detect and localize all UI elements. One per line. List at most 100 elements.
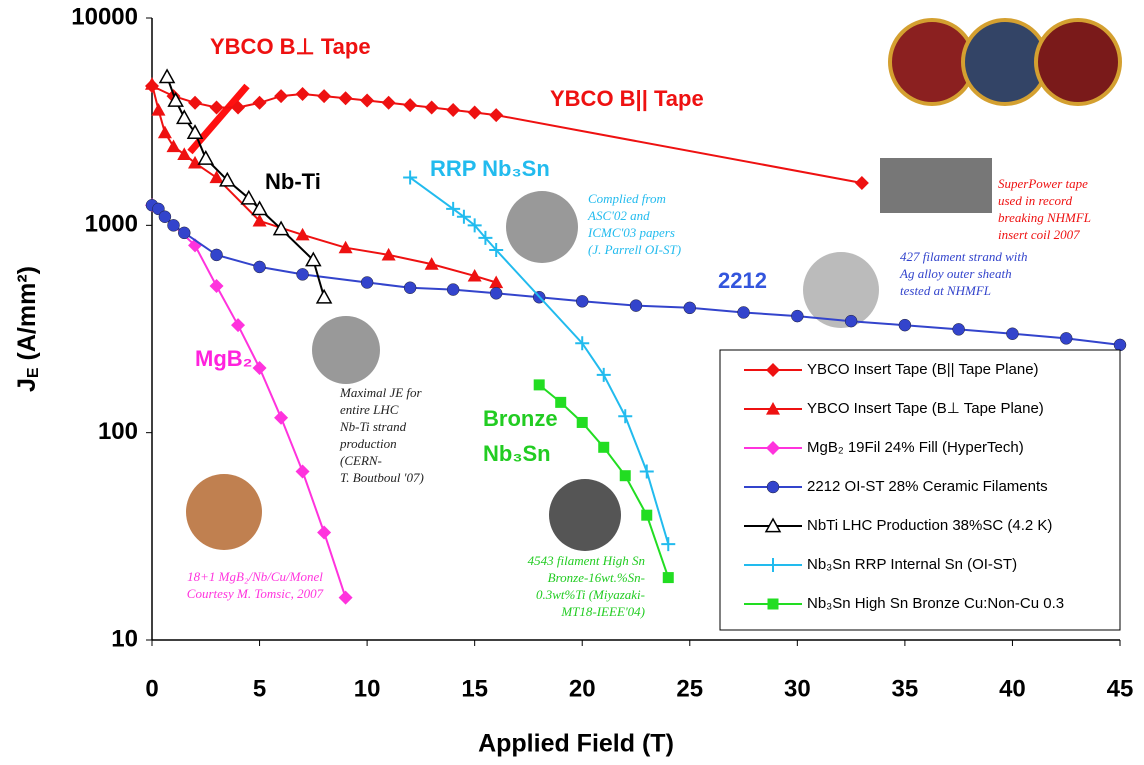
annotation: MgB₂ — [195, 346, 252, 371]
marker — [296, 268, 309, 281]
marker — [317, 525, 332, 540]
legend-label: NbTi LHC Production 38%SC (4.2 K) — [807, 517, 1052, 534]
marker — [446, 201, 461, 216]
annotation: breaking NHMFL — [998, 210, 1091, 225]
marker — [157, 125, 172, 139]
legend-label: Nb₃Sn RRP Internal Sn (OI-ST) — [807, 556, 1017, 573]
marker — [478, 230, 493, 245]
marker — [158, 210, 172, 224]
marker — [898, 318, 912, 332]
legend-box — [719, 349, 1121, 631]
y-tick-label: 10 — [111, 625, 138, 652]
annotation: ICMC'03 papers — [587, 225, 675, 240]
marker — [661, 537, 676, 552]
x-tick-label: 25 — [676, 675, 703, 702]
annotation: production — [339, 436, 397, 451]
marker — [737, 306, 750, 319]
marker — [209, 100, 224, 115]
marker — [1113, 338, 1127, 352]
marker — [575, 336, 590, 351]
marker — [575, 295, 589, 308]
marker — [274, 89, 289, 104]
marker — [317, 89, 332, 104]
marker — [295, 86, 310, 101]
marker — [166, 139, 181, 153]
marker — [576, 416, 588, 428]
y-label-rest: (A/mm²) — [13, 266, 41, 367]
annotation: Nb-Ti — [265, 169, 321, 194]
marker — [467, 218, 482, 233]
annotation: 0.3wt%Ti (Miyazaki- — [536, 587, 645, 602]
marker — [360, 93, 375, 108]
marker — [596, 367, 611, 382]
marker — [598, 441, 610, 453]
marker — [167, 219, 180, 232]
strand-image — [312, 316, 380, 384]
strand-image — [549, 479, 621, 551]
x-tick-label: 45 — [1107, 675, 1134, 702]
marker — [231, 100, 246, 115]
marker — [197, 149, 215, 165]
annotation: (CERN- — [340, 453, 382, 468]
y-label-sub: E — [25, 367, 42, 378]
annotation: entire LHC — [340, 402, 399, 417]
marker — [641, 509, 653, 521]
annotation: 4543 filament High Sn — [528, 553, 645, 568]
marker — [151, 102, 166, 116]
strand-image — [803, 252, 879, 328]
marker — [338, 91, 353, 106]
annotation: Complied from — [588, 191, 666, 206]
marker — [295, 464, 310, 479]
annotation: Ag alloy outer sheath — [899, 266, 1012, 281]
marker — [188, 155, 203, 169]
series-line — [151, 83, 497, 284]
marker — [360, 276, 374, 289]
marker — [231, 318, 246, 333]
marker — [338, 240, 353, 254]
x-tick-label: 40 — [999, 675, 1026, 702]
marker — [251, 200, 268, 216]
x-tick-label: 10 — [354, 675, 381, 702]
annotation: Nb-Ti strand — [339, 419, 407, 434]
marker — [683, 301, 697, 315]
annotation: Maximal JE for — [339, 385, 423, 400]
annotation: YBCO B|| Tape — [550, 86, 704, 111]
marker — [446, 102, 461, 117]
legend-label: YBCO Insert Tape (B|| Tape Plane) — [807, 361, 1039, 378]
annotation: 18+1 MgB₂/Nb/Cu/Monel — [187, 569, 323, 584]
legend-label: 2212 OI-ST 28% Ceramic Filaments — [807, 478, 1048, 495]
marker — [767, 598, 779, 610]
marker — [766, 363, 780, 377]
marker — [791, 309, 804, 323]
marker — [619, 470, 631, 482]
marker — [274, 410, 289, 425]
y-axis-label: JE (A/mm²) — [13, 266, 43, 392]
marker — [295, 227, 310, 241]
marker — [456, 209, 471, 224]
annotation: used in record — [998, 193, 1073, 208]
annotation: T. Boutboul '07) — [340, 470, 424, 485]
logo — [1034, 18, 1122, 106]
x-tick-label: 35 — [892, 675, 919, 702]
marker — [446, 283, 460, 296]
marker — [489, 108, 504, 123]
marker — [766, 441, 780, 455]
marker — [178, 226, 191, 240]
marker — [467, 268, 482, 282]
marker — [253, 260, 266, 274]
x-axis-label: Applied Field (T) — [478, 730, 674, 758]
strand-image — [186, 474, 262, 550]
marker — [252, 361, 267, 376]
marker — [305, 251, 322, 267]
legend-label: MgB₂ 19Fil 24% Fill (HyperTech) — [807, 439, 1024, 456]
marker — [952, 323, 965, 336]
marker — [766, 402, 780, 415]
marker — [424, 100, 439, 115]
marker — [188, 95, 203, 110]
marker — [467, 105, 482, 120]
marker — [639, 464, 654, 479]
annotation: ASC'02 and — [587, 208, 650, 223]
annotation: MT18-IEEE'04) — [560, 604, 645, 619]
marker — [766, 558, 780, 572]
annotation: RRP Nb₃Sn — [430, 156, 550, 181]
